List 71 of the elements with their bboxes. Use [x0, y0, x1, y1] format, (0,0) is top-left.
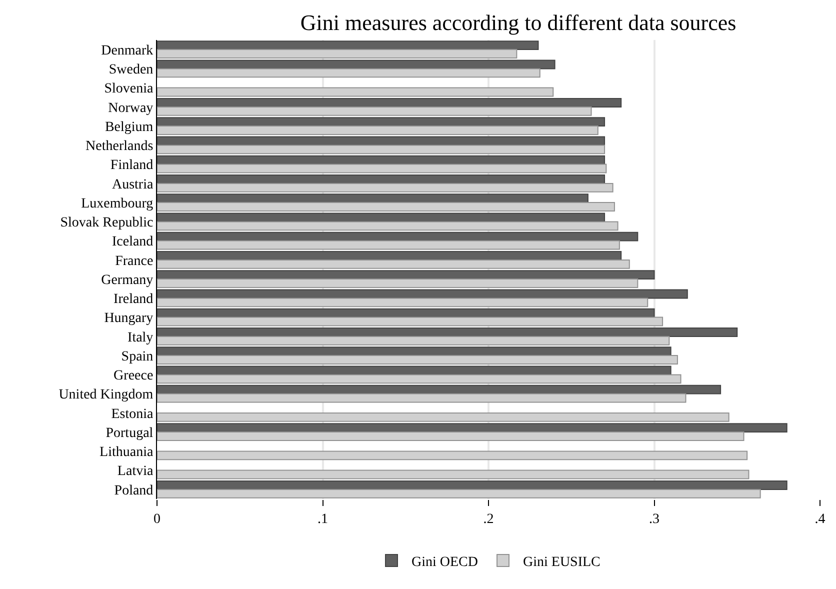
y-tick-label: Norway [108, 100, 154, 116]
bar [157, 298, 648, 308]
bar [157, 480, 788, 490]
y-tick-label: Ireland [114, 292, 154, 308]
bar [157, 117, 606, 127]
y-tick-label: Denmark [101, 43, 154, 58]
bar [157, 182, 614, 192]
bar [157, 49, 518, 58]
bar [157, 432, 744, 441]
bar [157, 355, 678, 364]
x-tick-label: .4 [814, 512, 826, 527]
y-tick-label: Iceland [112, 234, 154, 250]
bar [157, 423, 788, 433]
y-tick-label: Portugal [106, 426, 154, 441]
bar [157, 40, 539, 50]
y-tick-label: Belgium [104, 120, 154, 135]
y-tick-label: France [115, 254, 154, 269]
bar [157, 155, 606, 165]
y-tick-label: Austria [112, 177, 154, 192]
bar [157, 316, 664, 326]
bar [157, 194, 588, 204]
y-tick-label: Lithuania [100, 445, 154, 460]
y-tick-label: Greece [114, 368, 154, 384]
bar [157, 488, 761, 498]
legend-label: Gini OECD [412, 554, 478, 570]
legend-label: Gini EUSILC [523, 554, 600, 570]
bar [157, 259, 630, 269]
x-tick-label: .3 [649, 512, 660, 527]
bar [157, 346, 672, 356]
bar [157, 393, 686, 403]
y-tick-label: Slovenia [104, 82, 154, 97]
y-tick-label: Hungary [104, 311, 154, 326]
bar [157, 412, 730, 422]
y-tick-label: Netherlands [86, 139, 154, 154]
y-tick-label: Estonia [111, 406, 154, 422]
x-tick-label: 0 [154, 512, 160, 527]
y-tick-label: Poland [114, 483, 154, 498]
y-tick-label: Slovak Republic [60, 216, 154, 231]
bar [157, 106, 592, 116]
bar [157, 278, 638, 288]
bar [157, 384, 722, 394]
y-tick-label: Germany [101, 272, 154, 288]
bar [157, 164, 607, 174]
x-tick-label: .1 [318, 512, 328, 527]
bar [157, 374, 682, 384]
bar [157, 328, 738, 337]
bar [157, 202, 615, 212]
bar [157, 68, 540, 78]
y-tick-label: Italy [128, 330, 154, 346]
bar [157, 144, 606, 154]
bar [157, 87, 554, 97]
y-tick-label: Latvia [117, 464, 154, 480]
chart-title: Gini measures according to different data sources [300, 10, 736, 36]
bar [157, 174, 606, 184]
bar [157, 470, 750, 480]
bar [157, 221, 618, 231]
bar [157, 450, 748, 460]
bar [157, 240, 620, 250]
x-tick-label: .2 [483, 512, 494, 527]
y-tick-label: Sweden [108, 62, 154, 78]
bar [157, 308, 655, 318]
bar [157, 251, 622, 260]
bar [157, 98, 622, 108]
y-tick-label: Finland [110, 158, 154, 174]
bar [157, 336, 670, 346]
bar [157, 126, 598, 135]
bar [157, 270, 655, 280]
y-tick-label: Luxembourg [81, 196, 154, 212]
bar [157, 232, 638, 242]
y-tick-label: United Kingdom [58, 388, 154, 403]
y-tick-label: Spain [121, 349, 154, 364]
